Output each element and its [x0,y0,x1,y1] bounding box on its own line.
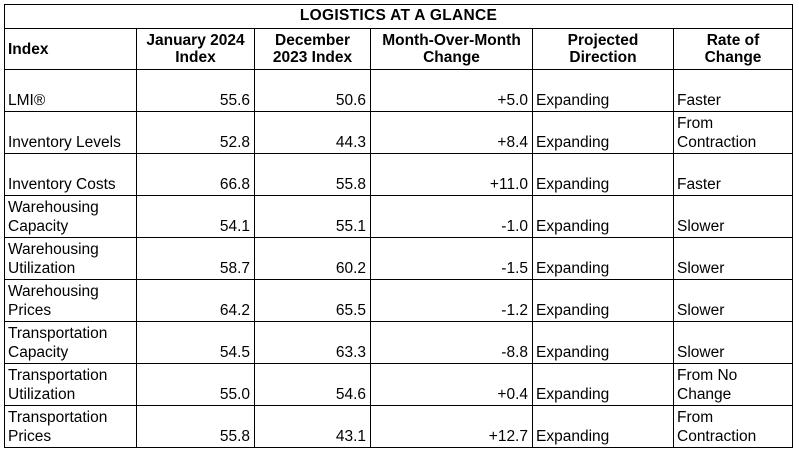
cell-january-2024: 52.8 [136,111,255,154]
cell-december-2023: 65.5 [254,279,371,322]
cell-month-change: -1.5 [370,237,533,280]
cell-january-2024: 55.6 [136,69,255,112]
cell-direction: Expanding [532,321,674,364]
cell-month-change: -8.8 [370,321,533,364]
cell-direction: Expanding [532,237,674,280]
cell-december-2023: 44.3 [254,111,371,154]
cell-index: Warehousing Utilization [4,237,137,280]
cell-rate-of-change: From Contraction [673,405,793,448]
cell-index: Transportation Prices [4,405,137,448]
table-row: Transportation Prices 55.8 43.1 +12.7 Expand… [4,405,793,448]
cell-direction: Expanding [532,195,674,238]
cell-month-change: -1.0 [370,195,533,238]
table-row: Warehousing Capacity 54.1 55.1 -1.0 Expandin… [4,195,793,238]
cell-january-2024: 58.7 [136,237,255,280]
cell-january-2024: 54.5 [136,321,255,364]
logistics-table-container: LOGISTICS AT A GLANCE Index January 2024… [4,4,793,448]
header-month-over-month: Month-Over-Month Change [370,28,533,70]
header-january-2024: January 2024 Index [136,28,255,70]
cell-direction: Expanding [532,153,674,196]
cell-month-change: -1.2 [370,279,533,322]
cell-month-change: +8.4 [370,111,533,154]
cell-january-2024: 66.8 [136,153,255,196]
cell-direction: Expanding [532,69,674,112]
cell-direction: Expanding [532,279,674,322]
cell-month-change: +5.0 [370,69,533,112]
cell-january-2024: 55.8 [136,405,255,448]
cell-december-2023: 55.1 [254,195,371,238]
cell-january-2024: 64.2 [136,279,255,322]
cell-index: Transportation Utilization [4,363,137,406]
header-index: Index [4,28,137,70]
cell-rate-of-change: Faster [673,153,793,196]
cell-december-2023: 63.3 [254,321,371,364]
cell-direction: Expanding [532,405,674,448]
header-row: Index January 2024 Index December 2023 I… [4,28,793,70]
header-rate-of-change: Rate of Change [673,28,793,70]
table-body: LMI® 55.6 50.6 +5.0 Expanding Faster Inventory… [4,69,793,448]
cell-december-2023: 54.6 [254,363,371,406]
cell-index: Warehousing Capacity [4,195,137,238]
cell-rate-of-change: Slower [673,237,793,280]
cell-january-2024: 54.1 [136,195,255,238]
cell-december-2023: 43.1 [254,405,371,448]
table-row: Warehousing Utilization 58.7 60.2 -1.5 Expan… [4,237,793,280]
cell-january-2024: 55.0 [136,363,255,406]
cell-month-change: +11.0 [370,153,533,196]
table-title: LOGISTICS AT A GLANCE [4,4,793,29]
cell-rate-of-change: From No Change [673,363,793,406]
cell-month-change: +12.7 [370,405,533,448]
cell-month-change: +0.4 [370,363,533,406]
cell-rate-of-change: From Contraction [673,111,793,154]
cell-index: LMI® [4,69,137,112]
header-december-2023: December 2023 Index [254,28,371,70]
cell-index: Warehousing Prices [4,279,137,322]
table-row: Inventory Costs 66.8 55.8 +11.0 Expanding Fas… [4,153,793,196]
cell-rate-of-change: Slower [673,195,793,238]
table-row: Transportation Capacity 54.5 63.3 -8.8 Expan… [4,321,793,364]
header-projected-direction: Projected Direction [532,28,674,70]
cell-index: Transportation Capacity [4,321,137,364]
logistics-table: LOGISTICS AT A GLANCE Index January 2024… [4,4,793,448]
cell-direction: Expanding [532,111,674,154]
cell-rate-of-change: Slower [673,321,793,364]
cell-rate-of-change: Slower [673,279,793,322]
cell-december-2023: 55.8 [254,153,371,196]
cell-index: Inventory Costs [4,153,137,196]
table-row: Transportation Utilization 55.0 54.6 +0.4 Ex… [4,363,793,406]
cell-rate-of-change: Faster [673,69,793,112]
table-row: Inventory Levels 52.8 44.3 +8.4 Expanding Fro… [4,111,793,154]
table-row: LMI® 55.6 50.6 +5.0 Expanding Faster [4,69,793,112]
cell-direction: Expanding [532,363,674,406]
table-row: Warehousing Prices 64.2 65.5 -1.2 Expanding S… [4,279,793,322]
cell-december-2023: 50.6 [254,69,371,112]
cell-index: Inventory Levels [4,111,137,154]
cell-december-2023: 60.2 [254,237,371,280]
